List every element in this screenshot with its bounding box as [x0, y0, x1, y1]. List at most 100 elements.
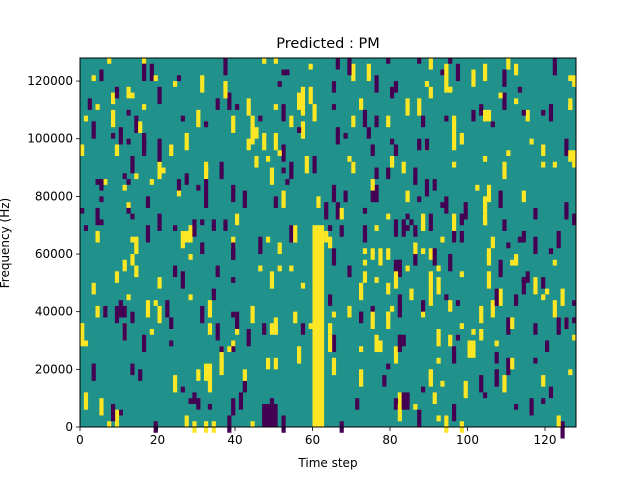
- heatmap-cell-positive: [250, 132, 255, 145]
- heatmap-cell-positive: [157, 161, 162, 180]
- heatmap-cell-positive: [560, 288, 565, 306]
- heatmap-cell-positive: [157, 277, 162, 289]
- heatmap-cell-negative: [142, 63, 147, 82]
- heatmap-cell-negative: [413, 225, 418, 237]
- heatmap-cell-positive: [362, 248, 368, 255]
- heatmap-cell-positive: [421, 248, 426, 255]
- heatmap-cell-negative: [343, 190, 348, 203]
- heatmap-cell-negative: [335, 202, 340, 220]
- heatmap-cell-negative: [362, 225, 368, 243]
- heatmap-cell-negative: [459, 230, 464, 243]
- heatmap-cell-positive: [126, 202, 131, 208]
- heatmap-cell-negative: [366, 127, 371, 139]
- heatmap-cell-negative: [401, 392, 406, 410]
- heatmap-cell-positive: [114, 409, 120, 422]
- heatmap-cell-negative: [157, 138, 162, 145]
- heatmap-cell-positive: [91, 282, 96, 295]
- heatmap-cell-negative: [173, 225, 178, 231]
- heatmap-cell-negative: [200, 219, 205, 226]
- heatmap-cell-positive: [409, 288, 414, 301]
- heatmap-cell-positive: [359, 346, 364, 353]
- heatmap-cell-positive: [269, 323, 275, 335]
- heatmap-cell-negative: [328, 294, 333, 306]
- heatmap-cell-positive: [95, 236, 100, 243]
- heatmap-cell-positive: [405, 265, 410, 272]
- heatmap-cell-positive: [250, 115, 255, 133]
- heatmap-cell-positive: [572, 75, 577, 87]
- heatmap-cell-positive: [184, 132, 189, 151]
- heatmap-cell-positive: [378, 340, 383, 353]
- heatmap-cell-positive: [188, 294, 193, 301]
- heatmap-cell-positive: [552, 259, 557, 266]
- x-tick-label: 80: [382, 433, 397, 447]
- heatmap-cell-negative: [99, 219, 104, 226]
- heatmap-cell-positive: [436, 265, 441, 272]
- heatmap-cell-positive: [421, 311, 426, 318]
- heatmap-cell-positive: [196, 109, 201, 128]
- heatmap-region-positive-band: [312, 225, 325, 427]
- heatmap-cell-positive: [235, 213, 240, 226]
- heatmap-cell-positive: [510, 357, 515, 370]
- heatmap-cell-positive: [370, 311, 375, 329]
- heatmap-cell-positive: [486, 109, 492, 122]
- heatmap-cell-negative: [149, 63, 154, 82]
- heatmap-cell-positive: [134, 265, 139, 278]
- heatmap-cell-negative: [347, 58, 352, 76]
- heatmap-cell-negative: [490, 121, 495, 128]
- heatmap-cell-positive: [200, 75, 205, 93]
- heatmap-cell-negative: [142, 132, 147, 151]
- heatmap-cell-negative: [285, 179, 290, 185]
- heatmap-cell-positive: [390, 156, 395, 168]
- x-tick-label: 120: [534, 433, 557, 447]
- heatmap-cell-negative: [397, 294, 402, 312]
- heatmap-cell-negative: [130, 363, 135, 376]
- heatmap-cell-negative: [517, 236, 523, 243]
- heatmap-cell-negative: [370, 190, 375, 203]
- heatmap-cell-positive: [308, 63, 313, 70]
- heatmap-cell-negative: [390, 138, 395, 145]
- heatmap-cell-negative: [444, 294, 449, 301]
- heatmap-cell-positive: [328, 323, 333, 335]
- heatmap-cell-positive: [502, 161, 507, 180]
- heatmap-cell-positive: [483, 109, 488, 122]
- heatmap-cell-positive: [126, 86, 131, 99]
- heatmap-cell-positive: [494, 340, 499, 347]
- heatmap-cell-positive: [324, 230, 329, 243]
- heatmap-cell-negative: [142, 334, 147, 353]
- heatmap-cell-negative: [118, 300, 123, 318]
- heatmap-cell-negative: [502, 69, 507, 87]
- heatmap-cell-negative: [471, 109, 476, 122]
- heatmap-cell-negative: [204, 179, 209, 197]
- heatmap-cell-negative: [390, 86, 395, 99]
- heatmap-cell-positive: [545, 288, 550, 295]
- heatmap-cell-negative: [207, 403, 213, 410]
- heatmap-cell-positive: [273, 104, 278, 110]
- heatmap-cell-negative: [289, 161, 294, 180]
- heatmap-cell-positive: [351, 115, 356, 128]
- heatmap-cell-positive: [459, 323, 464, 329]
- heatmap-cell-positive: [107, 421, 112, 427]
- heatmap-cell-positive: [506, 58, 511, 70]
- heatmap-cell-positive: [347, 305, 352, 318]
- heatmap-cell-positive: [502, 375, 507, 393]
- heatmap-cell-positive: [219, 346, 224, 364]
- heatmap-cell-negative: [335, 58, 340, 70]
- heatmap-cell-negative: [157, 86, 162, 105]
- heatmap-cell-positive: [114, 271, 120, 283]
- heatmap-cell-positive: [293, 311, 298, 324]
- heatmap-cell-positive: [99, 398, 104, 416]
- heatmap-cell-positive: [444, 415, 449, 433]
- heatmap-cell-positive: [254, 156, 259, 168]
- heatmap-cell-negative: [99, 196, 104, 203]
- heatmap-cell-negative: [421, 386, 426, 393]
- heatmap-cell-negative: [479, 104, 484, 116]
- heatmap-cell-positive: [370, 179, 375, 191]
- heatmap-cell-negative: [452, 230, 457, 243]
- heatmap-cell-positive: [235, 328, 240, 335]
- heatmap-cell-negative: [405, 213, 410, 220]
- heatmap-cell-negative: [122, 173, 127, 180]
- heatmap-cell-negative: [145, 225, 151, 243]
- heatmap-cell-negative: [382, 375, 387, 387]
- heatmap-cell-negative: [227, 415, 232, 433]
- heatmap-cell-positive: [277, 265, 282, 272]
